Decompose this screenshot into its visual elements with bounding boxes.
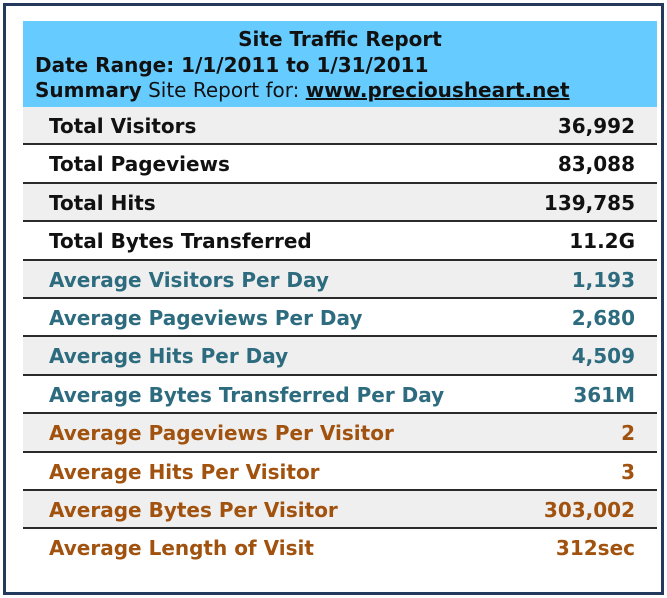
row-value: 303,002 bbox=[543, 497, 635, 522]
row-label: Total Bytes Transferred bbox=[49, 229, 312, 254]
row-value: 2 bbox=[621, 421, 635, 446]
table-row: Average Visitors Per Day 1,193 bbox=[23, 260, 657, 299]
row-label: Total Hits bbox=[49, 190, 156, 215]
site-link[interactable]: www.preciousheart.net bbox=[305, 78, 570, 102]
row-label: Average Bytes Transferred Per Day bbox=[49, 382, 445, 407]
row-label: Total Pageviews bbox=[49, 152, 230, 177]
row-label: Average Visitors Per Day bbox=[49, 267, 329, 292]
table-row: Total Pageviews 83,088 bbox=[23, 145, 657, 184]
row-value: 2,680 bbox=[571, 305, 635, 330]
report-title: Site Traffic Report bbox=[238, 27, 442, 51]
row-value: 312sec bbox=[555, 536, 635, 561]
summary-line: Summary Site Report for: www.precioushea… bbox=[35, 78, 570, 102]
table-row: Average Hits Per Visitor 3 bbox=[23, 453, 657, 491]
row-value: 361M bbox=[573, 382, 635, 407]
row-label: Total Visitors bbox=[49, 114, 197, 138]
table-row: Total Bytes Transferred 11.2G bbox=[23, 222, 657, 261]
table-row: Average Length of Visit 312sec bbox=[23, 529, 657, 567]
row-value: 1,193 bbox=[571, 267, 635, 292]
table-row: Average Pageviews Per Visitor 2 bbox=[23, 414, 657, 453]
report-header: Site Traffic Report Date Range: 1/1/2011… bbox=[23, 21, 657, 107]
table-row: Average Bytes Transferred Per Day 361M bbox=[23, 376, 657, 415]
table-row: Average Bytes Per Visitor 303,002 bbox=[23, 490, 657, 530]
row-label: Average Bytes Per Visitor bbox=[49, 497, 338, 522]
table-row: Total Hits 139,785 bbox=[23, 183, 657, 223]
row-value: 4,509 bbox=[571, 344, 635, 369]
row-value: 83,088 bbox=[557, 152, 635, 177]
table-row: Average Hits Per Day 4,509 bbox=[23, 337, 657, 376]
row-value: 11.2G bbox=[569, 229, 635, 254]
row-label: Average Length of Visit bbox=[49, 536, 314, 561]
date-range: Date Range: 1/1/2011 to 1/31/2011 bbox=[35, 53, 429, 77]
row-value: 36,992 bbox=[557, 114, 635, 138]
stats-table: Total Visitors 36,992 Total Pageviews 83… bbox=[23, 107, 657, 568]
summary-text: Site Report for: bbox=[141, 78, 306, 102]
report-frame: Site Traffic Report Date Range: 1/1/2011… bbox=[3, 3, 664, 595]
row-label: Average Pageviews Per Day bbox=[49, 305, 363, 330]
row-value: 3 bbox=[621, 459, 635, 484]
row-label: Average Hits Per Visitor bbox=[49, 459, 320, 484]
row-value: 139,785 bbox=[543, 190, 635, 215]
row-label: Average Hits Per Day bbox=[49, 344, 289, 369]
summary-label: Summary bbox=[35, 78, 142, 102]
table-row: Average Pageviews Per Day 2,680 bbox=[23, 299, 657, 338]
table-row: Total Visitors 36,992 bbox=[23, 107, 657, 146]
row-label: Average Pageviews Per Visitor bbox=[49, 421, 394, 446]
